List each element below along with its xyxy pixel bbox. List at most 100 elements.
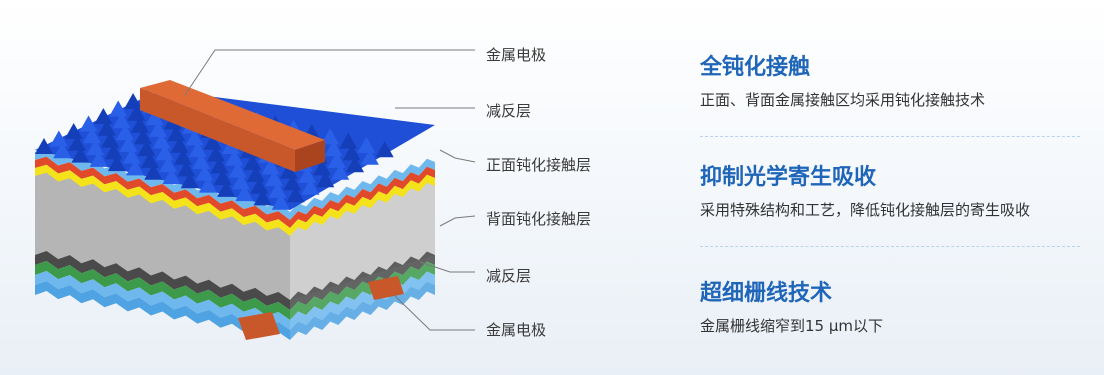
front-red-layer-side [290,166,435,228]
feature-title: 超细栅线技术 [700,281,833,306]
pyramid [149,120,168,137]
pyramid [192,153,211,169]
top-electrode-front [140,88,295,172]
pyramid [207,145,226,162]
pyramid [375,141,394,158]
pyramid [109,100,128,117]
pyramid [177,160,196,177]
feature-title: 全钝化接触 [700,55,811,80]
pyramid [144,163,163,180]
divider [700,136,1080,137]
pyramid [225,149,244,166]
pyramid [231,173,250,190]
pyramid [360,148,379,165]
pyramid [122,147,141,164]
pyramid [228,161,247,178]
pyramid [89,150,108,167]
top-electrode-end [295,140,325,172]
pyramid [130,116,149,133]
front-yellow-layer [35,164,290,236]
pyramid [316,171,335,188]
pyramid [268,181,287,198]
feature-full-passivation: 全钝化接触 正面、背面金属接触区均采用钝化接触技术 [700,54,985,110]
pyramid [286,186,305,203]
pyramid [327,151,346,168]
back-dark-layer [35,251,290,310]
pyramid [79,115,98,132]
silicon-front-face [35,170,290,300]
pyramid [188,141,207,158]
back-green-layer [35,261,290,320]
pyramid [324,140,343,157]
pyramid [86,139,105,156]
solar-cell-diagram [35,49,476,340]
pyramid [185,129,204,146]
pyramid [68,134,87,151]
label-anti-reflection-bottom: 减反层 [486,267,532,285]
top-electrode-top [140,80,325,150]
pyramid [152,132,171,149]
pyramid [265,170,284,187]
pyramid [331,163,350,180]
front-yellow-layer-side [290,174,435,236]
pyramid [53,142,72,159]
pyramid [64,123,83,139]
pyramid [155,144,174,161]
label-anti-reflection-top: 减反层 [486,102,532,120]
pyramid [49,130,68,147]
pyramid [126,159,145,176]
pyramid [115,124,134,141]
leader-line-6 [394,295,475,331]
pyramid [119,135,138,152]
pyramid [217,180,236,197]
pyramid [137,140,156,157]
pyramid [195,164,214,181]
pyramid [35,138,53,154]
feature-title: 抑制光学寄生吸收 [700,165,877,190]
label-front-passivation: 正面钝化接触层 [486,156,592,174]
bottom-electrode-1 [238,312,280,340]
pyramid [298,166,317,183]
pyramid [342,144,361,161]
pyramid [140,151,159,168]
leader-line-5 [419,261,475,273]
pyramid [104,143,123,160]
pyramid [203,133,222,150]
pyramid [134,128,153,145]
feature-desc: 采用特殊结构和工艺，降低钝化接触层的寄生吸收 [700,201,1031,219]
pyramid [312,159,331,176]
pyramid [346,156,365,173]
bottom-electrode-2 [368,276,404,300]
pyramid [71,146,90,163]
label-metal-electrode-bottom: 金属电极 [486,321,547,339]
pyramid [107,155,126,172]
leader-line-4 [439,215,476,227]
pyramid [145,109,164,126]
pyramid [198,176,217,193]
pyramid [210,157,229,174]
pyramid [159,156,178,173]
feature-parasitic-absorption: 抑制光学寄生吸收 采用特殊结构和工艺，降低钝化接触层的寄生吸收 [700,164,1030,220]
back-light-blue-layer [35,271,290,330]
pyramid [243,154,262,171]
pyramid [94,108,113,124]
pyramid [357,136,376,153]
pyramid [170,136,189,153]
label-back-passivation: 背面钝化接触层 [486,210,592,228]
back-green-layer-side [290,261,435,320]
pyramid [261,158,280,175]
pyramid [97,119,116,136]
pyramid [246,165,265,182]
pyramid [271,193,290,210]
pyramid [339,132,358,149]
feature-fine-gridline: 超细栅线技术 金属栅线缩窄到15 μm以下 [700,280,883,336]
pyramid [162,168,181,184]
pyramid [82,127,101,144]
pyramid [124,93,143,109]
pyramid [283,174,302,191]
pyramid [279,162,298,179]
pyramid [321,128,340,145]
pyramid [180,172,199,189]
leader-line-3 [439,149,476,163]
